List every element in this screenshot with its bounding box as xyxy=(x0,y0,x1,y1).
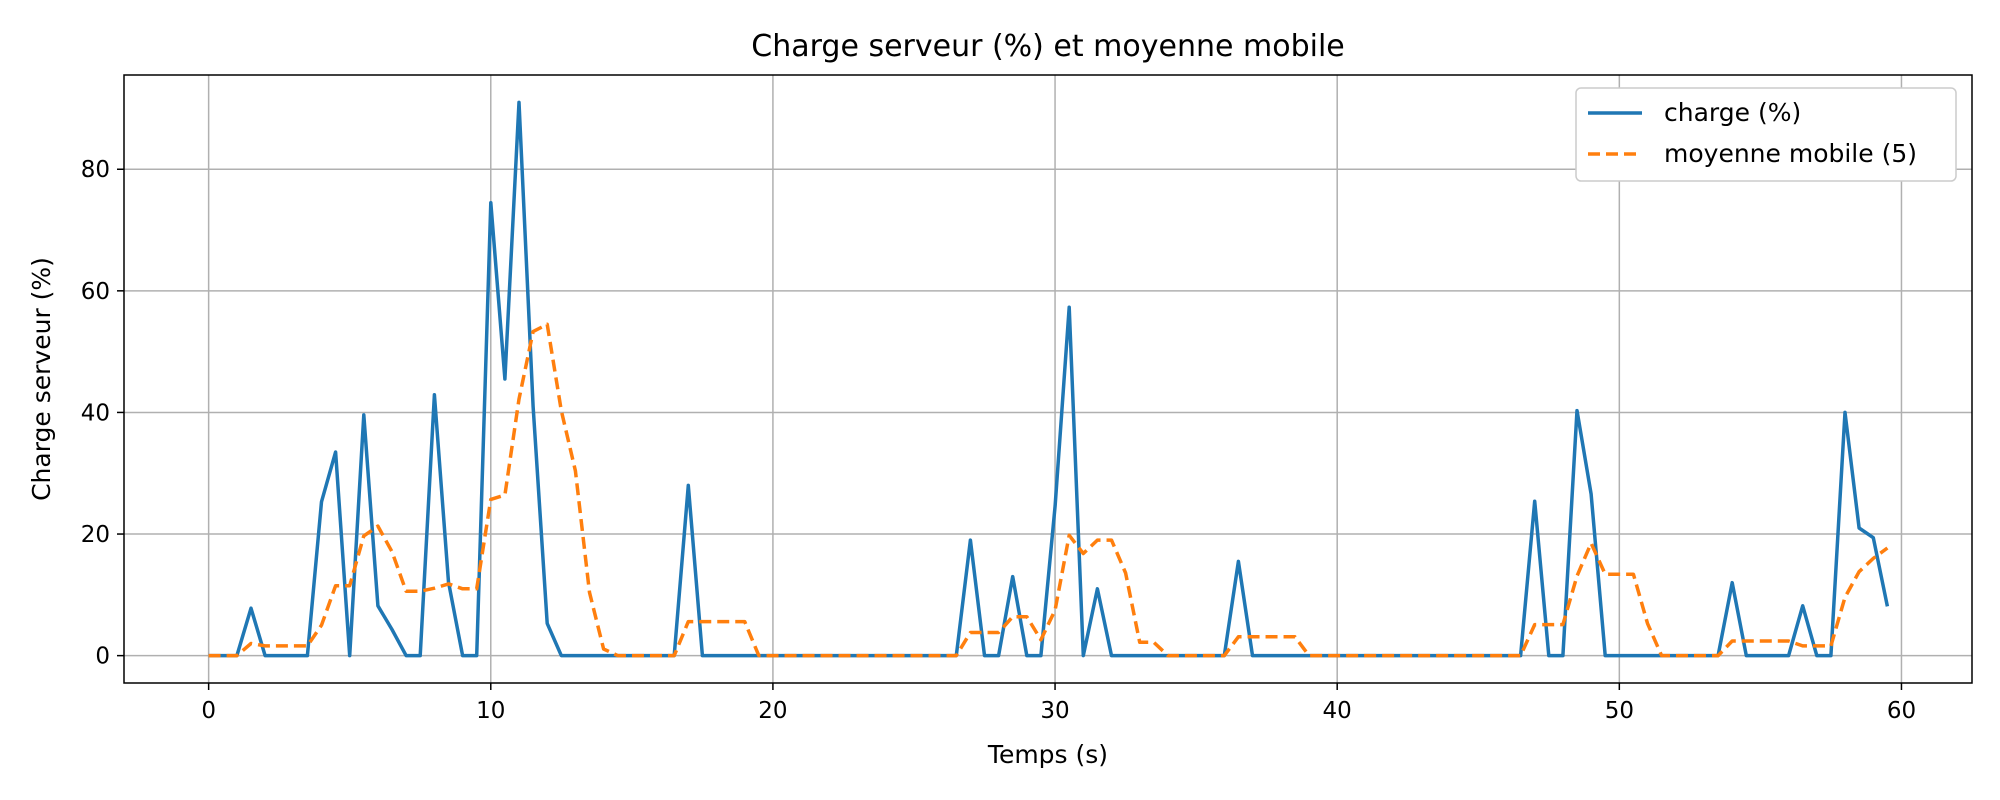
x-tick-label: 60 xyxy=(1887,698,1916,724)
legend-label-charge: charge (%) xyxy=(1664,98,1801,127)
x-tick-label: 30 xyxy=(1040,698,1069,724)
x-tick-label: 10 xyxy=(476,698,505,724)
legend: charge (%) moyenne mobile (5) xyxy=(1576,88,1956,181)
x-tick-label: 0 xyxy=(201,698,216,724)
chart-title: Charge serveur (%) et moyenne mobile xyxy=(751,29,1344,64)
y-tick-label: 80 xyxy=(81,157,110,183)
y-tick-label: 20 xyxy=(81,522,110,548)
x-tick-label: 40 xyxy=(1323,698,1352,724)
y-axis-label: Charge serveur (%) xyxy=(27,257,56,501)
x-tick-label: 20 xyxy=(758,698,787,724)
y-tick-label: 40 xyxy=(81,400,110,426)
x-axis-label: Temps (s) xyxy=(987,740,1108,769)
x-tick-label: 50 xyxy=(1605,698,1634,724)
legend-label-moyenne-mobile: moyenne mobile (5) xyxy=(1664,139,1917,168)
y-tick-label: 60 xyxy=(81,279,110,305)
y-tick-label: 0 xyxy=(95,644,110,670)
